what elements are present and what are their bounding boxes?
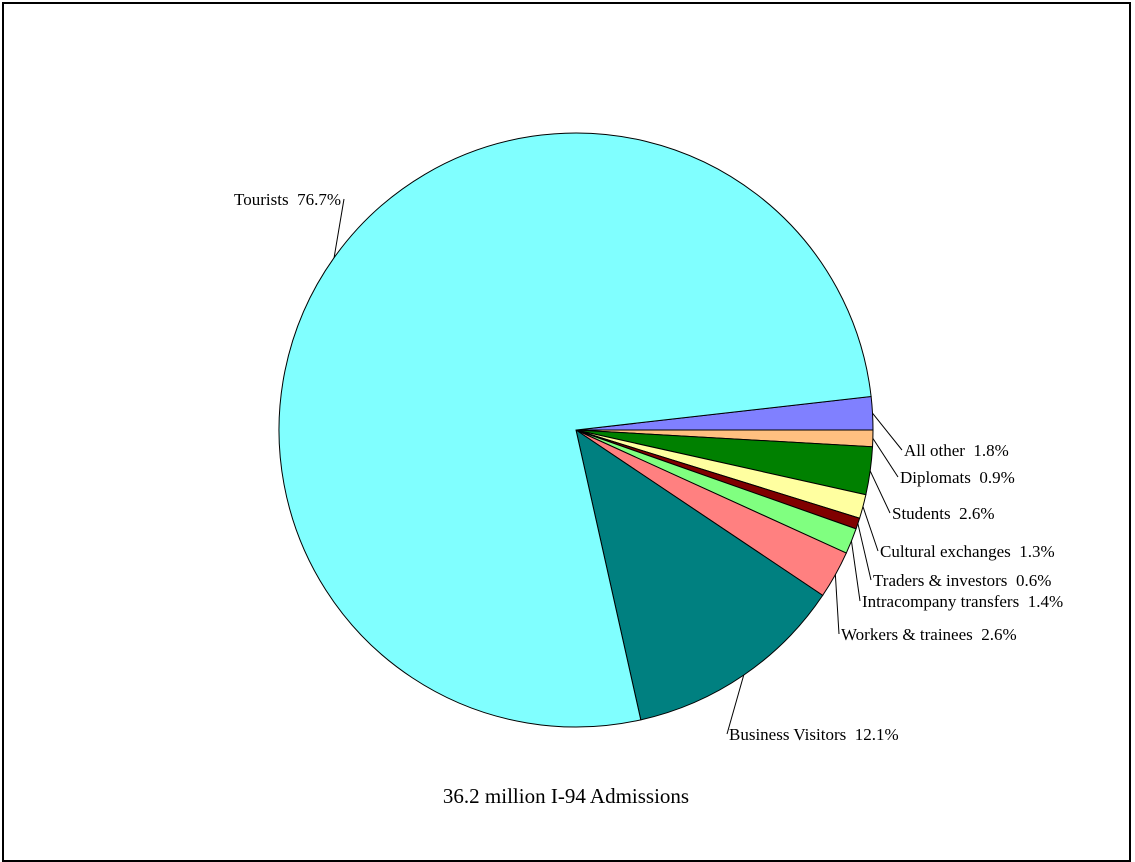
leader-line-traders-investors <box>857 523 872 581</box>
slice-label-name: Business Visitors <box>729 725 846 744</box>
leader-line-workers-trainees <box>834 574 840 635</box>
leader-line-cultural-exchanges <box>862 506 879 552</box>
slice-label-value: 12.1% <box>846 725 898 744</box>
slice-label-cultural-exchanges: Cultural exchanges 1.3% <box>880 542 1055 561</box>
slice-label-name: Workers & trainees <box>841 625 973 644</box>
slice-label-name: Students <box>892 504 951 523</box>
leader-line-all-other <box>872 412 903 451</box>
slice-label-name: Diplomats <box>900 468 971 487</box>
slice-label-value: 2.6% <box>973 625 1017 644</box>
slice-label-business-visitors: Business Visitors 12.1% <box>729 725 899 744</box>
leader-line-business-visitors <box>726 674 745 735</box>
slice-label-value: 2.6% <box>951 504 995 523</box>
slice-label-value: 1.3% <box>1011 542 1055 561</box>
slice-label-name: All other <box>904 441 965 460</box>
slice-label-students: Students 2.6% <box>892 504 994 523</box>
pie-slice-business-visitors <box>575 428 824 721</box>
slice-label-name: Tourists <box>234 190 289 209</box>
slice-label-value: 76.7% <box>289 190 341 209</box>
slice-label-intracompany-transfers: Intracompany transfers 1.4% <box>862 592 1063 611</box>
leader-line-intracompany-transfers <box>850 540 861 602</box>
slice-label-name: Cultural exchanges <box>880 542 1011 561</box>
slice-label-workers-trainees: Workers & trainees 2.6% <box>841 625 1017 644</box>
leader-line-diplomats <box>872 438 899 478</box>
slice-label-value: 0.6% <box>1007 571 1051 590</box>
leader-lines <box>333 198 903 735</box>
slice-label-value: 1.8% <box>965 441 1009 460</box>
leader-line-students <box>869 470 891 514</box>
slice-label-diplomats: Diplomats 0.9% <box>900 468 1015 487</box>
pie-slices <box>278 132 874 728</box>
chart-caption: 36.2 million I-94 Admissions <box>443 784 689 808</box>
slice-label-name: Traders & investors <box>873 571 1007 590</box>
slice-label-tourists: Tourists 76.7% <box>234 190 341 209</box>
slice-label-name: Intracompany transfers <box>862 592 1019 611</box>
slice-label-all-other: All other 1.8% <box>904 441 1009 460</box>
slice-label-traders-investors: Traders & investors 0.6% <box>873 571 1051 590</box>
slice-label-value: 1.4% <box>1019 592 1063 611</box>
slice-label-value: 0.9% <box>971 468 1015 487</box>
slice-labels: All other 1.8% Diplomats 0.9% Students 2.6… <box>234 190 1063 744</box>
leader-line-tourists <box>333 198 345 258</box>
